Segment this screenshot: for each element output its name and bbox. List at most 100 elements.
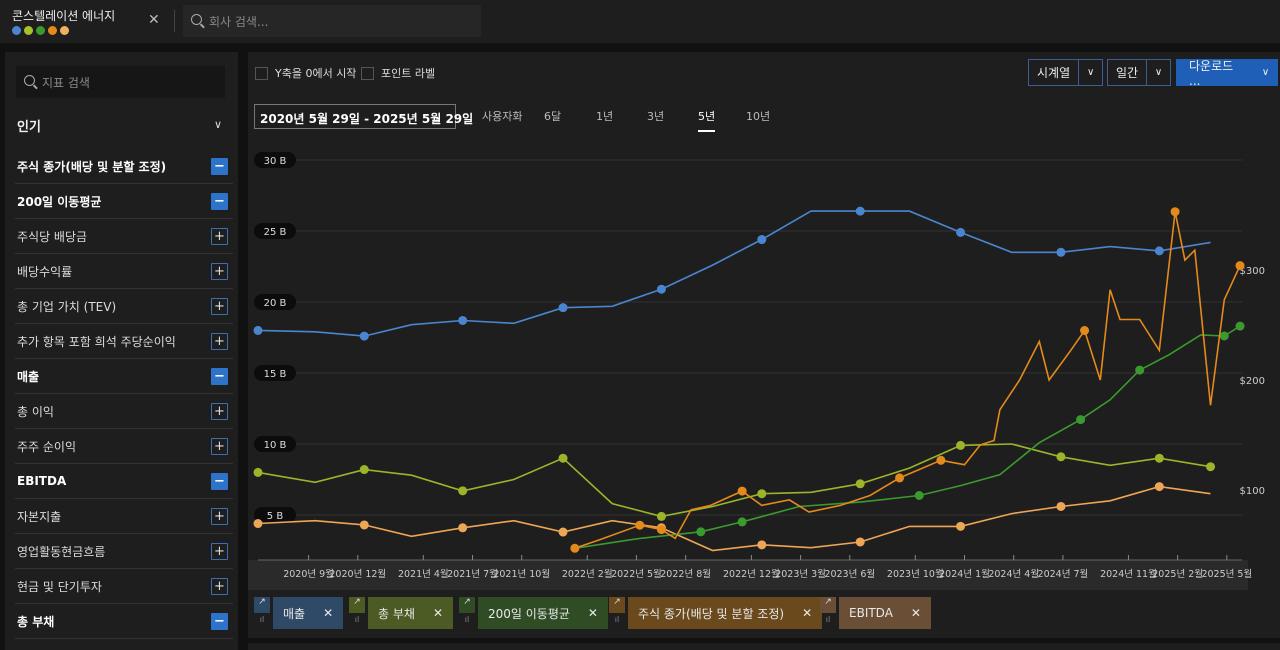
- bottom-panel: [248, 643, 1280, 650]
- metric-label: 총 기업 가치 (TEV): [17, 299, 117, 314]
- metric-label: 총 이익: [17, 404, 54, 419]
- color-dot: [48, 26, 57, 35]
- select-value: 시계열: [1037, 66, 1071, 80]
- point-labels-checkbox[interactable]: 포인트 라벨: [361, 65, 435, 81]
- bar-chart-icon[interactable]: ıl: [825, 615, 831, 624]
- plus-icon[interactable]: +: [211, 437, 228, 455]
- metric-label: 영업활동현금흐름: [17, 544, 106, 559]
- plus-icon[interactable]: +: [211, 332, 228, 350]
- metric-item[interactable]: 총 이익 +: [15, 394, 233, 429]
- metric-item[interactable]: EBITDA −: [15, 464, 233, 499]
- line-chart-icon[interactable]: ↗: [820, 597, 836, 613]
- metric-item[interactable]: 총 기업 가치 (TEV) +: [15, 289, 233, 324]
- metric-label: 현금 및 단기투자: [17, 579, 102, 594]
- bar-chart-icon[interactable]: ıl: [614, 615, 620, 624]
- frequency-select[interactable]: 일간 ∨: [1107, 59, 1172, 86]
- metric-label: 주식당 배당금: [17, 229, 88, 244]
- checkbox-label: Y축을 0에서 시작: [275, 67, 357, 80]
- date-range-input[interactable]: 2020년 5월 29일 - 2025년 5월 29일: [254, 104, 473, 129]
- x-axis-band: [248, 560, 1248, 590]
- line-chart-icon[interactable]: ↗: [459, 597, 475, 613]
- legend-item: ↗ ıl 200일 이동평균 ✕: [459, 597, 608, 629]
- series-color-dots: [12, 26, 69, 35]
- y-zero-checkbox[interactable]: Y축을 0에서 시작: [255, 65, 356, 81]
- bar-chart-icon[interactable]: ıl: [464, 615, 470, 624]
- minus-icon[interactable]: −: [211, 367, 228, 385]
- plus-icon[interactable]: +: [211, 297, 228, 315]
- legend-item: ↗ ıl EBITDA ✕: [820, 597, 931, 629]
- minus-icon[interactable]: −: [211, 157, 228, 175]
- range-tab[interactable]: 사용자화: [482, 110, 523, 123]
- metric-item[interactable]: 매출 −: [15, 359, 233, 394]
- download-button[interactable]: 다운로드 ... ∨: [1176, 59, 1278, 88]
- legend-label: EBITDA: [849, 606, 893, 620]
- line-chart-icon[interactable]: ↗: [349, 597, 365, 613]
- remove-series-icon[interactable]: ✕: [323, 606, 334, 620]
- metric-label: 추가 항목 포함 희석 주당순이익: [17, 334, 176, 349]
- metric-item[interactable]: 자본지출 +: [15, 499, 233, 534]
- metric-item[interactable]: 영업활동현금흐름 +: [15, 534, 233, 569]
- range-tab[interactable]: 5년: [698, 108, 716, 132]
- bar-chart-icon[interactable]: ıl: [259, 615, 265, 624]
- metric-item[interactable]: 주식 종가(배당 및 분할 조정) −: [15, 149, 233, 184]
- line-chart-icon[interactable]: ↗: [609, 597, 625, 613]
- plus-icon[interactable]: +: [211, 402, 228, 420]
- metric-item[interactable]: 배당수익률 +: [15, 254, 233, 289]
- metric-item[interactable]: 주주 순이익 +: [15, 429, 233, 464]
- minus-icon[interactable]: −: [211, 612, 228, 630]
- metric-label: 주식 종가(배당 및 분할 조정): [17, 159, 167, 174]
- legend-item: ↗ ıl 주식 종가(배당 및 분할 조정) ✕: [609, 597, 823, 629]
- metric-search-input[interactable]: 지표 검색: [16, 66, 225, 98]
- legend-item: ↗ ıl 매출 ✕: [254, 597, 344, 629]
- metric-item[interactable]: 총 부채 −: [15, 604, 233, 639]
- minus-icon[interactable]: −: [211, 472, 228, 490]
- chevron-down-icon[interactable]: ∨: [213, 118, 222, 131]
- plus-icon[interactable]: +: [211, 507, 228, 525]
- bar-chart-icon[interactable]: ıl: [354, 615, 360, 624]
- color-dot: [60, 26, 69, 35]
- checkbox[interactable]: [255, 66, 268, 80]
- legend-label: 매출: [283, 606, 306, 621]
- chevron-down-icon: ∨: [1261, 67, 1270, 78]
- remove-series-icon[interactable]: ✕: [432, 606, 443, 620]
- range-tab[interactable]: 6달: [544, 110, 562, 123]
- chevron-down-icon[interactable]: ∨: [1078, 60, 1102, 85]
- range-tab[interactable]: 3년: [647, 110, 665, 123]
- chevron-down-icon[interactable]: ∨: [1146, 60, 1170, 85]
- line-chart-icon[interactable]: ↗: [254, 597, 270, 613]
- metric-item[interactable]: 추가 항목 포함 희석 주당순이익 +: [15, 324, 233, 359]
- metric-label: 배당수익률: [17, 264, 73, 279]
- checkbox-label: 포인트 라벨: [381, 67, 436, 80]
- metric-item[interactable]: 200일 이동평균 −: [15, 184, 233, 219]
- remove-series-icon[interactable]: ✕: [587, 606, 598, 620]
- legend-label: 200일 이동평균: [488, 606, 570, 621]
- range-tab[interactable]: 1년: [596, 110, 614, 123]
- legend-label: 주식 종가(배당 및 분할 조정): [638, 606, 785, 621]
- close-company-icon[interactable]: ✕: [148, 12, 160, 28]
- checkbox[interactable]: [361, 66, 374, 80]
- chart-type-select[interactable]: 시계열 ∨: [1028, 59, 1104, 86]
- legend-label: 총 부채: [378, 606, 415, 621]
- section-title: 인기: [17, 120, 41, 135]
- plus-icon[interactable]: +: [211, 227, 228, 245]
- color-dot: [12, 26, 21, 35]
- company-search-input[interactable]: 회사 검색...: [183, 5, 481, 37]
- plus-icon[interactable]: +: [211, 542, 228, 560]
- legend-item: ↗ ıl 총 부채 ✕: [349, 597, 453, 629]
- remove-series-icon[interactable]: ✕: [910, 606, 921, 620]
- metric-label: 총 부채: [17, 614, 55, 629]
- range-tab[interactable]: 10년: [746, 110, 771, 123]
- top-bar: 콘스텔레이션 에너지 ✕ 회사 검색...: [0, 0, 1280, 43]
- chart-panel: Y축을 0에서 시작 포인트 라벨 시계열 ∨ 일간 ∨ 다운로드 ... ∨ 202…: [248, 52, 1280, 638]
- divider: [174, 10, 175, 32]
- remove-series-icon[interactable]: ✕: [802, 606, 813, 620]
- metric-item[interactable]: 주식당 배당금 +: [15, 219, 233, 254]
- metric-item[interactable]: 현금 및 단기투자 +: [15, 569, 233, 604]
- search-icon: [191, 14, 202, 25]
- metric-list: 주식 종가(배당 및 분할 조정) −200일 이동평균 − 주식당 배당금 + 배당수익…: [15, 149, 233, 639]
- plus-icon[interactable]: +: [211, 577, 228, 595]
- minus-icon[interactable]: −: [211, 192, 228, 210]
- metric-label: 200일 이동평균: [17, 194, 102, 209]
- metrics-sidebar: 지표 검색 인기 ∨ 주식 종가(배당 및 분할 조정) −200일 이동평균 − 주…: [5, 52, 238, 650]
- plus-icon[interactable]: +: [211, 262, 228, 280]
